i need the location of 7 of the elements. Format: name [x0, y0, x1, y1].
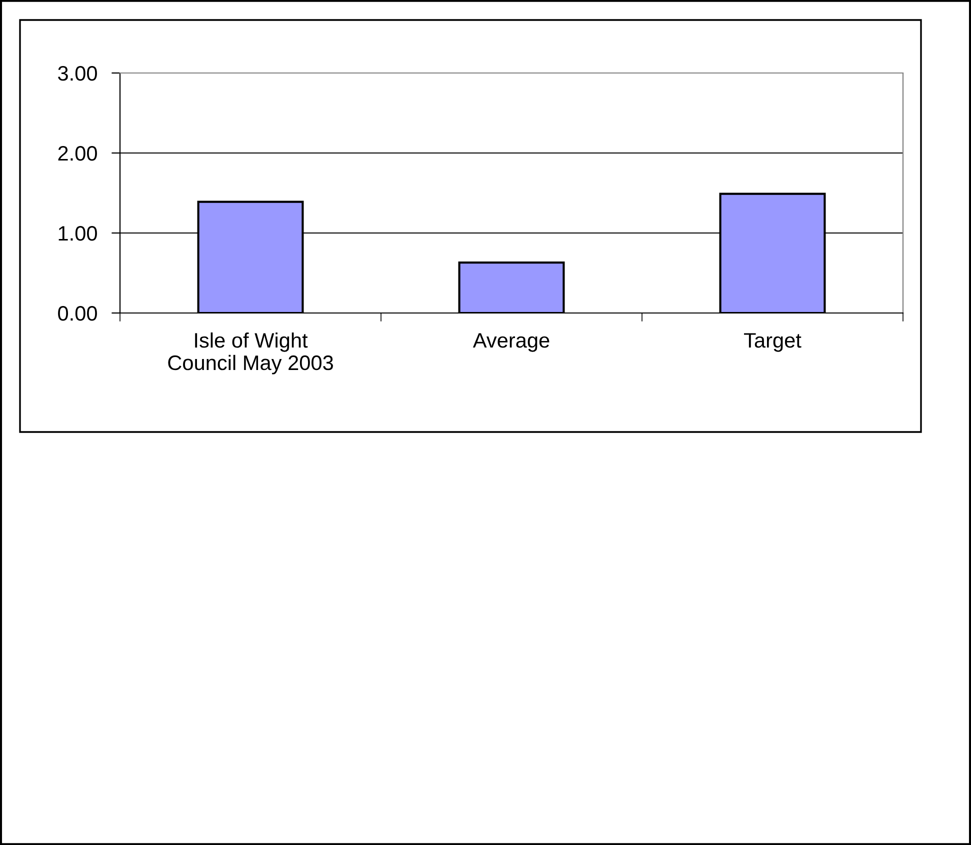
x-tick-label: Isle of Wight Council May 2003	[168, 332, 333, 374]
x-tick-label: Average	[472, 333, 550, 352]
x-tick-label: Target	[744, 333, 802, 352]
y-tick-label: 0.00	[58, 306, 97, 321]
y-tick-label: 3.00	[58, 66, 97, 81]
y-tick-label: 1.00	[58, 226, 97, 241]
y-tick-label: 2.00	[58, 146, 97, 161]
